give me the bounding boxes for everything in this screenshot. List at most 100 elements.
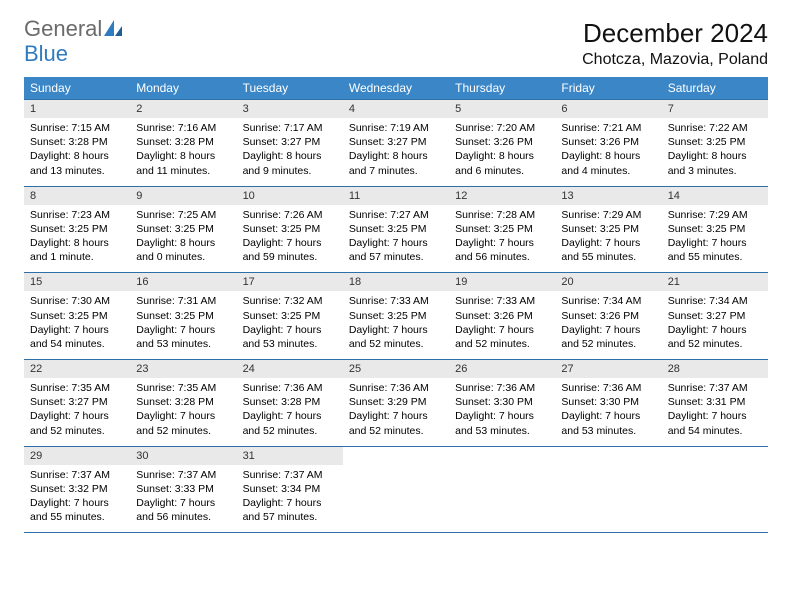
calendar-row: 1Sunrise: 7:15 AMSunset: 3:28 PMDaylight… [24,100,768,187]
calendar-table: Sunday Monday Tuesday Wednesday Thursday… [24,77,768,533]
calendar-cell: 16Sunrise: 7:31 AMSunset: 3:25 PMDayligh… [130,273,236,360]
day-number: 15 [24,273,130,291]
day-details: Sunrise: 7:36 AMSunset: 3:30 PMDaylight:… [555,378,661,446]
day-number: 14 [662,187,768,205]
day-number: 10 [237,187,343,205]
page-header: General Blue December 2024 Chotcza, Mazo… [24,18,768,69]
day-details: Sunrise: 7:34 AMSunset: 3:26 PMDaylight:… [555,291,661,359]
day-details: Sunrise: 7:28 AMSunset: 3:25 PMDaylight:… [449,205,555,273]
day-details: Sunrise: 7:17 AMSunset: 3:27 PMDaylight:… [237,118,343,186]
day-number: 28 [662,360,768,378]
calendar-cell: 29Sunrise: 7:37 AMSunset: 3:32 PMDayligh… [24,446,130,533]
day-number: 1 [24,100,130,118]
day-details: Sunrise: 7:35 AMSunset: 3:28 PMDaylight:… [130,378,236,446]
day-details: Sunrise: 7:26 AMSunset: 3:25 PMDaylight:… [237,205,343,273]
calendar-cell-empty: . [343,446,449,533]
day-number: 29 [24,447,130,465]
calendar-cell: 22Sunrise: 7:35 AMSunset: 3:27 PMDayligh… [24,360,130,447]
day-details: Sunrise: 7:15 AMSunset: 3:28 PMDaylight:… [24,118,130,186]
calendar-cell-empty: . [449,446,555,533]
calendar-cell: 6Sunrise: 7:21 AMSunset: 3:26 PMDaylight… [555,100,661,187]
day-number: 18 [343,273,449,291]
day-details: Sunrise: 7:36 AMSunset: 3:30 PMDaylight:… [449,378,555,446]
title-block: December 2024 Chotcza, Mazovia, Poland [582,18,768,69]
day-details: Sunrise: 7:35 AMSunset: 3:27 PMDaylight:… [24,378,130,446]
calendar-cell: 12Sunrise: 7:28 AMSunset: 3:25 PMDayligh… [449,186,555,273]
weekday-header: Monday [130,77,236,100]
day-details: Sunrise: 7:36 AMSunset: 3:28 PMDaylight:… [237,378,343,446]
day-details: Sunrise: 7:29 AMSunset: 3:25 PMDaylight:… [662,205,768,273]
calendar-cell: 10Sunrise: 7:26 AMSunset: 3:25 PMDayligh… [237,186,343,273]
location-text: Chotcza, Mazovia, Poland [582,51,768,69]
weekday-header: Saturday [662,77,768,100]
calendar-cell: 26Sunrise: 7:36 AMSunset: 3:30 PMDayligh… [449,360,555,447]
calendar-cell: 25Sunrise: 7:36 AMSunset: 3:29 PMDayligh… [343,360,449,447]
calendar-cell-empty: . [555,446,661,533]
day-details: Sunrise: 7:21 AMSunset: 3:26 PMDaylight:… [555,118,661,186]
day-number: 17 [237,273,343,291]
day-number: 31 [237,447,343,465]
weekday-header: Sunday [24,77,130,100]
logo-word-2: Blue [24,41,68,66]
day-details: Sunrise: 7:23 AMSunset: 3:25 PMDaylight:… [24,205,130,273]
month-title: December 2024 [582,18,768,49]
day-number: 4 [343,100,449,118]
day-number: 19 [449,273,555,291]
day-details: Sunrise: 7:22 AMSunset: 3:25 PMDaylight:… [662,118,768,186]
day-details: Sunrise: 7:33 AMSunset: 3:25 PMDaylight:… [343,291,449,359]
calendar-cell: 31Sunrise: 7:37 AMSunset: 3:34 PMDayligh… [237,446,343,533]
weekday-header: Tuesday [237,77,343,100]
calendar-cell: 21Sunrise: 7:34 AMSunset: 3:27 PMDayligh… [662,273,768,360]
calendar-cell: 19Sunrise: 7:33 AMSunset: 3:26 PMDayligh… [449,273,555,360]
day-number: 20 [555,273,661,291]
day-number: 11 [343,187,449,205]
calendar-cell: 7Sunrise: 7:22 AMSunset: 3:25 PMDaylight… [662,100,768,187]
day-details: Sunrise: 7:37 AMSunset: 3:34 PMDaylight:… [237,465,343,533]
day-details: Sunrise: 7:16 AMSunset: 3:28 PMDaylight:… [130,118,236,186]
calendar-cell: 20Sunrise: 7:34 AMSunset: 3:26 PMDayligh… [555,273,661,360]
day-number: 21 [662,273,768,291]
calendar-row: 8Sunrise: 7:23 AMSunset: 3:25 PMDaylight… [24,186,768,273]
calendar-cell: 30Sunrise: 7:37 AMSunset: 3:33 PMDayligh… [130,446,236,533]
day-details: Sunrise: 7:36 AMSunset: 3:29 PMDaylight:… [343,378,449,446]
calendar-cell: 5Sunrise: 7:20 AMSunset: 3:26 PMDaylight… [449,100,555,187]
day-details: Sunrise: 7:33 AMSunset: 3:26 PMDaylight:… [449,291,555,359]
calendar-cell: 14Sunrise: 7:29 AMSunset: 3:25 PMDayligh… [662,186,768,273]
calendar-cell: 11Sunrise: 7:27 AMSunset: 3:25 PMDayligh… [343,186,449,273]
day-details: Sunrise: 7:34 AMSunset: 3:27 PMDaylight:… [662,291,768,359]
weekday-header-row: Sunday Monday Tuesday Wednesday Thursday… [24,77,768,100]
logo-sail-icon [102,18,124,43]
calendar-cell: 2Sunrise: 7:16 AMSunset: 3:28 PMDaylight… [130,100,236,187]
day-number: 6 [555,100,661,118]
day-details: Sunrise: 7:37 AMSunset: 3:32 PMDaylight:… [24,465,130,533]
calendar-cell: 9Sunrise: 7:25 AMSunset: 3:25 PMDaylight… [130,186,236,273]
calendar-cell: 28Sunrise: 7:37 AMSunset: 3:31 PMDayligh… [662,360,768,447]
day-number: 27 [555,360,661,378]
day-number: 24 [237,360,343,378]
weekday-header: Friday [555,77,661,100]
calendar-body: 1Sunrise: 7:15 AMSunset: 3:28 PMDaylight… [24,100,768,533]
calendar-row: 29Sunrise: 7:37 AMSunset: 3:32 PMDayligh… [24,446,768,533]
weekday-header: Thursday [449,77,555,100]
day-details: Sunrise: 7:27 AMSunset: 3:25 PMDaylight:… [343,205,449,273]
day-number: 13 [555,187,661,205]
weekday-header: Wednesday [343,77,449,100]
calendar-cell: 18Sunrise: 7:33 AMSunset: 3:25 PMDayligh… [343,273,449,360]
day-details: Sunrise: 7:19 AMSunset: 3:27 PMDaylight:… [343,118,449,186]
logo-word-1: General [24,16,102,41]
day-details: Sunrise: 7:20 AMSunset: 3:26 PMDaylight:… [449,118,555,186]
day-number: 7 [662,100,768,118]
day-details: Sunrise: 7:31 AMSunset: 3:25 PMDaylight:… [130,291,236,359]
calendar-cell: 4Sunrise: 7:19 AMSunset: 3:27 PMDaylight… [343,100,449,187]
calendar-cell: 23Sunrise: 7:35 AMSunset: 3:28 PMDayligh… [130,360,236,447]
day-details: Sunrise: 7:32 AMSunset: 3:25 PMDaylight:… [237,291,343,359]
calendar-row: 15Sunrise: 7:30 AMSunset: 3:25 PMDayligh… [24,273,768,360]
calendar-cell: 8Sunrise: 7:23 AMSunset: 3:25 PMDaylight… [24,186,130,273]
brand-logo: General Blue [24,18,124,66]
day-number: 30 [130,447,236,465]
day-number: 2 [130,100,236,118]
calendar-cell: 3Sunrise: 7:17 AMSunset: 3:27 PMDaylight… [237,100,343,187]
calendar-cell: 15Sunrise: 7:30 AMSunset: 3:25 PMDayligh… [24,273,130,360]
day-details: Sunrise: 7:29 AMSunset: 3:25 PMDaylight:… [555,205,661,273]
day-number: 9 [130,187,236,205]
